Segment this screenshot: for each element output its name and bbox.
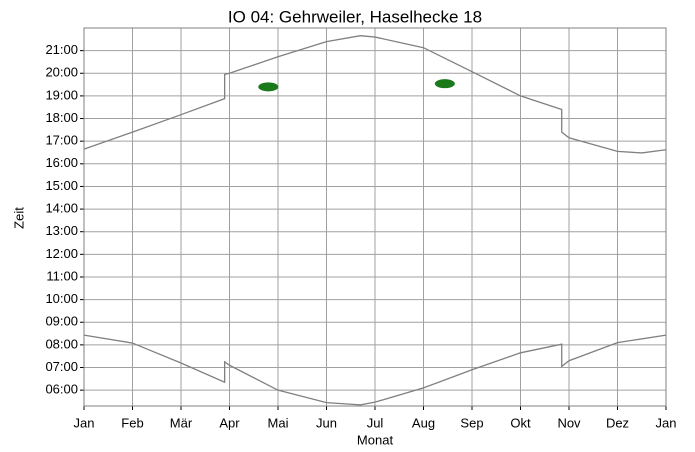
y-tick-label: 08:00 — [45, 336, 78, 351]
x-tick-label: Feb — [121, 415, 143, 430]
y-tick-label: 17:00 — [45, 133, 78, 148]
y-tick-label: 13:00 — [45, 223, 78, 238]
x-tick-label: Apr — [219, 415, 240, 430]
x-tick-label: Mai — [268, 415, 289, 430]
plot-frame — [83, 27, 667, 407]
x-tick-label: Aug — [412, 415, 435, 430]
x-tick-label: Jan — [656, 415, 677, 430]
y-tick-label: 06:00 — [45, 382, 78, 397]
y-tick-label: 15:00 — [45, 178, 78, 193]
x-tick-label: Nov — [557, 415, 581, 430]
x-tick-label: Jun — [316, 415, 337, 430]
x-tick-label: Jul — [367, 415, 384, 430]
y-tick-label: 09:00 — [45, 314, 78, 329]
y-tick-label: 16:00 — [45, 155, 78, 170]
y-tick-label: 11:00 — [46, 268, 78, 283]
line — [83, 35, 667, 154]
y-tick-label: 20:00 — [45, 65, 78, 80]
x-tick-label: Mär — [170, 415, 193, 430]
y-tick-label: 07:00 — [45, 359, 78, 374]
y-tick-label: 12:00 — [45, 246, 78, 261]
y-tick-label: 10:00 — [45, 291, 78, 306]
shadow-marker — [434, 79, 455, 89]
x-tick-label: Jan — [74, 415, 95, 430]
x-tick-label: Dez — [606, 415, 629, 430]
x-tick-label: Sep — [460, 415, 483, 430]
y-tick-label: 21:00 — [45, 42, 78, 57]
shadow-marker — [258, 82, 279, 92]
y-tick-label: 19:00 — [45, 87, 78, 102]
chart-title: IO 04: Gehrweiler, Haselhecke 18 — [228, 7, 482, 26]
y-axis-label: Zeit — [11, 207, 26, 229]
y-tick-label: 14:00 — [45, 201, 78, 216]
x-axis-label: Monat — [357, 432, 394, 447]
y-tick-label: 18:00 — [45, 110, 78, 125]
x-tick-label: Okt — [510, 415, 531, 430]
line — [83, 334, 667, 406]
